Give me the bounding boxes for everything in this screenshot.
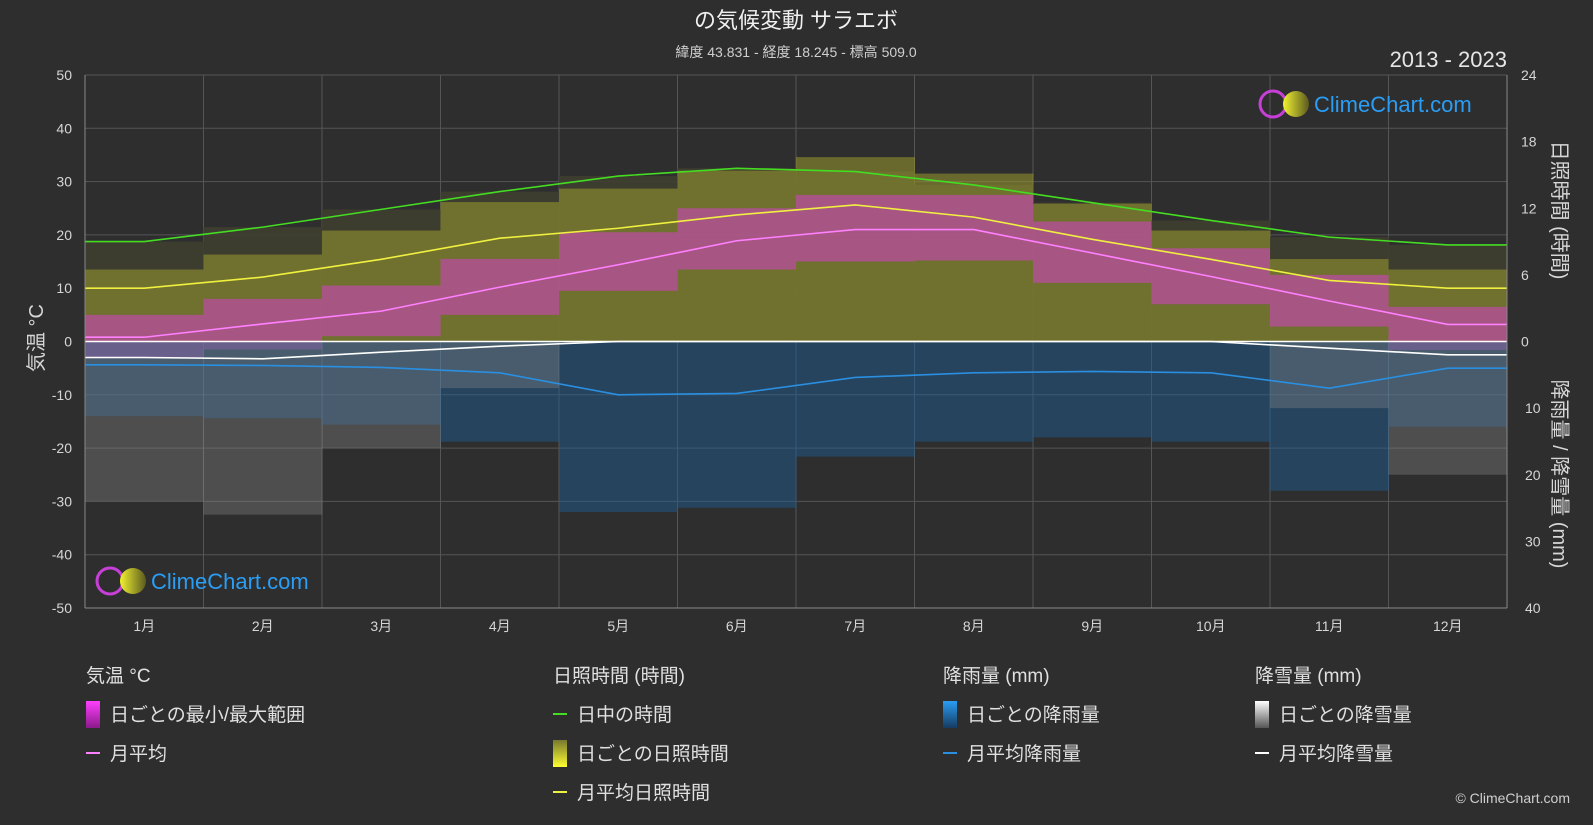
rain-daily-bar: [1270, 341, 1389, 491]
right-bottom-tick-label: 10: [1525, 400, 1541, 416]
daylight-line: [85, 167, 1507, 246]
logo-top[interactable]: ClimeChart.com: [1258, 89, 1472, 119]
copyright[interactable]: © ClimeChart.com: [1455, 790, 1570, 806]
rain-daily-bar: [1033, 341, 1152, 438]
temp-avg-line: [85, 228, 1507, 339]
legend-heading-sunshine: 日照時間 (時間): [553, 665, 685, 687]
right-top-tick-label: 0: [1521, 334, 1529, 350]
daily-bands: [85, 157, 1508, 515]
left-axis-label: 気温 °C: [25, 304, 48, 372]
legend-sunshine: 日照時間 (時間) 日中の時間 日ごとの日照時間 月平均日照時間: [553, 665, 729, 804]
right-bottom-tick-label: 30: [1525, 533, 1541, 549]
right-top-tick-label: 18: [1521, 134, 1537, 150]
month-label: 10月: [1196, 618, 1226, 634]
right-top-tick-label: 12: [1521, 200, 1537, 216]
temp-range-bar: [796, 194, 915, 262]
legend-item-rain-daily: 日ごとの降雨量: [967, 704, 1100, 726]
temp-range-bar: [677, 208, 797, 270]
left-tick-label: 10: [56, 280, 72, 296]
logo-text: ClimeChart.com: [151, 569, 309, 594]
left-tick-label: -30: [52, 493, 72, 509]
month-label: 5月: [607, 618, 629, 634]
chart-title: の気候変動 サラエボ: [694, 8, 898, 33]
right-top-tick-label: 6: [1521, 267, 1529, 283]
rain-daily-bar: [914, 341, 1034, 442]
right-bottom-tick-label: 20: [1525, 467, 1541, 483]
logo-ring-icon: [1258, 89, 1288, 119]
left-tick-label: 20: [56, 227, 72, 243]
left-tick-label: -10: [52, 387, 72, 403]
logo-bottom[interactable]: ClimeChart.com: [95, 566, 309, 596]
legend-item-sunshine-daily: 日ごとの日照時間: [577, 743, 729, 765]
temp-range-bar: [559, 232, 678, 291]
legend-item-snow-avg: 月平均降雪量: [1279, 743, 1393, 765]
month-label: 7月: [844, 618, 866, 634]
right-bottom-axis-label: 降雨量 / 降雪量 (mm): [1548, 380, 1571, 569]
legend-heading-rain: 降雨量 (mm): [943, 665, 1050, 687]
left-tick-label: -50: [52, 600, 72, 616]
legend-item-sunshine-avg: 月平均日照時間: [577, 782, 710, 804]
rain-daily-bar: [1151, 341, 1271, 442]
chart-subtitle: 緯度 43.831 - 経度 18.245 - 標高 509.0: [675, 44, 916, 60]
month-label: 11月: [1315, 618, 1344, 634]
rain-daily-bar: [322, 341, 441, 425]
temp-range-bar: [1388, 306, 1508, 351]
month-label: 1月: [133, 618, 155, 634]
left-tick-label: -40: [52, 547, 72, 563]
rain-daily-bar: [796, 341, 915, 457]
month-label: 9月: [1081, 618, 1103, 634]
rain-daily-swatch: [943, 701, 957, 728]
month-label: 3月: [370, 618, 392, 634]
rain-daily-bar: [440, 341, 560, 442]
right-top-axis-label: 日照時間 (時間): [1548, 141, 1571, 280]
rain-daily-bar: [559, 341, 678, 513]
series-lines: [85, 167, 1507, 396]
rain-daily-bar: [85, 341, 204, 417]
left-tick-label: -20: [52, 440, 72, 456]
sunshine-avg-line: [85, 204, 1507, 289]
month-label: 12月: [1433, 618, 1463, 634]
legend-item-temp-avg: 月平均: [110, 743, 167, 765]
temp-range-bar: [914, 194, 1034, 261]
legend-item-snow-daily: 日ごとの降雪量: [1279, 704, 1412, 726]
left-tick-label: 0: [64, 334, 72, 350]
snow-daily-bar: [85, 341, 204, 502]
right-bottom-tick-label: 40: [1525, 600, 1541, 616]
month-label: 8月: [963, 618, 985, 634]
snow-daily-bar: [1270, 341, 1389, 409]
month-label: 4月: [489, 618, 511, 634]
period-label: 2013 - 2023: [1390, 47, 1507, 72]
snow-daily-bar: [1388, 341, 1508, 475]
logo-sun-icon: [120, 568, 146, 594]
rain-avg-line: [85, 364, 1507, 396]
month-label: 6月: [726, 618, 748, 634]
temp-range-swatch: [86, 701, 100, 728]
legend-item-rain-avg: 月平均降雨量: [967, 743, 1081, 765]
legend-item-temp-range: 日ごとの最小/最大範囲: [110, 704, 305, 726]
logo-ring-icon: [95, 566, 125, 596]
legend-item-daylight: 日中の時間: [577, 704, 672, 726]
right-top-tick-label: 24: [1521, 67, 1537, 83]
sunshine-daily-swatch: [553, 740, 567, 767]
rain-daily-bar: [203, 341, 323, 419]
legend: 気温 °C 日ごとの最小/最大範囲 月平均 日照時間 (時間) 日中の時間 日ご…: [86, 665, 1412, 804]
snow-daily-bar: [322, 341, 441, 449]
left-tick-label: 40: [56, 120, 72, 136]
left-tick-label: 30: [56, 174, 72, 190]
snow-daily-swatch: [1255, 701, 1269, 728]
legend-heading-snow: 降雪量 (mm): [1255, 665, 1362, 687]
legend-heading-temperature: 気温 °C: [86, 665, 151, 687]
legend-rain: 降雨量 (mm) 日ごとの降雨量 月平均降雨量: [943, 665, 1100, 765]
snow-daily-bar: [203, 341, 323, 515]
logo-text: ClimeChart.com: [1314, 92, 1472, 117]
axes: 50 40 30 20 10 0 -10 -20 -30 -40 -50 24 18 12 6 0 10 20 30…: [52, 67, 1541, 634]
rain-daily-bar: [677, 341, 797, 508]
legend-snow: 降雪量 (mm) 日ごとの降雪量 月平均降雪量: [1255, 665, 1412, 765]
legend-temperature: 気温 °C 日ごとの最小/最大範囲 月平均: [86, 665, 305, 765]
month-label: 2月: [252, 618, 274, 634]
rain-daily-bar: [1388, 341, 1508, 427]
logo-sun-icon: [1283, 91, 1309, 117]
left-tick-label: 50: [56, 67, 72, 83]
